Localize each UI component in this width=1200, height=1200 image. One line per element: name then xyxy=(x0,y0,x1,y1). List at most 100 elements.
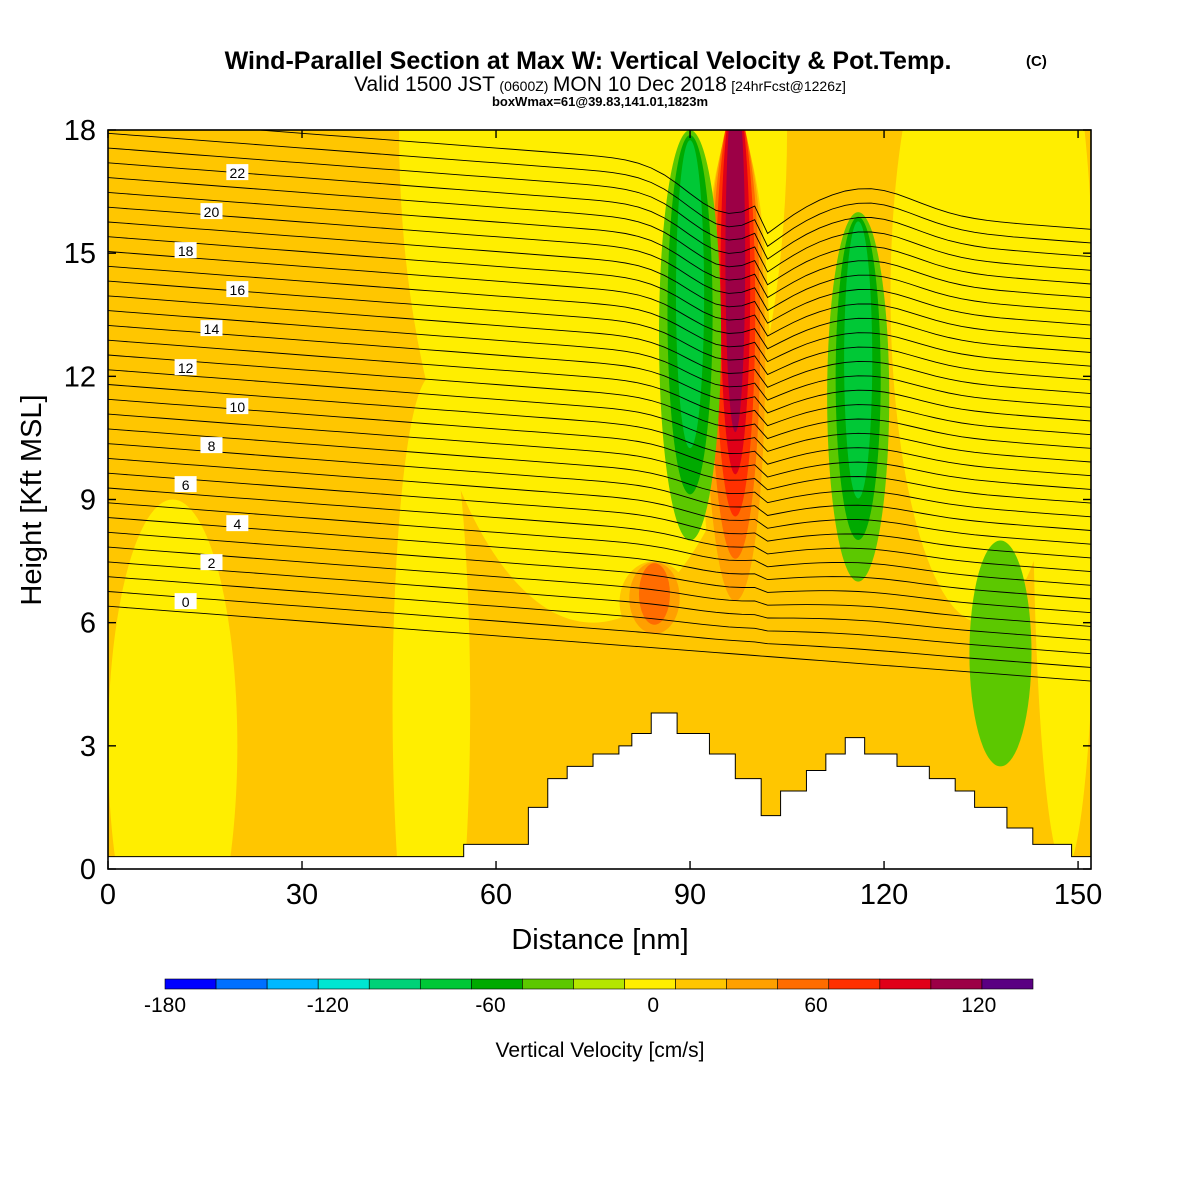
theta-contour xyxy=(108,413,1091,504)
x-tick-label: 30 xyxy=(286,879,318,911)
contour-label: 0 xyxy=(174,593,197,610)
y-tick-label: 3 xyxy=(80,731,96,763)
theta-contour xyxy=(108,191,1091,299)
colorbar-swatch xyxy=(828,978,881,990)
theta-contour xyxy=(108,265,1091,367)
y-tick-label: 9 xyxy=(80,485,96,517)
colorbar-tick-label: -60 xyxy=(475,994,505,1017)
contour-label: 18 xyxy=(174,242,197,259)
y-axis-label: Height [Kft MSL] xyxy=(16,394,48,605)
colorbar-swatch xyxy=(879,978,932,990)
colorbar-swatch xyxy=(522,978,574,990)
contour-label: 10 xyxy=(226,398,249,415)
y-tick-label: 12 xyxy=(64,361,96,393)
contour-label-text: 16 xyxy=(230,282,246,298)
colorbar-tick-label: -180 xyxy=(144,994,186,1017)
forecast-date: MON 10 Dec 2018 xyxy=(553,73,727,96)
contour-label-text: 6 xyxy=(182,477,190,493)
theta-contour xyxy=(108,428,1091,518)
colorbar-swatch xyxy=(573,978,625,990)
contour-label: 6 xyxy=(174,476,197,493)
theta-contour xyxy=(108,605,1091,682)
theta-contour xyxy=(108,310,1091,408)
contour-label: 4 xyxy=(226,515,249,532)
contour-label-text: 18 xyxy=(178,243,194,259)
colorbar-swatch xyxy=(726,978,779,990)
theta-contour xyxy=(108,280,1091,381)
colorbar-swatch xyxy=(419,978,472,990)
y-tick-label: 0 xyxy=(80,854,96,886)
x-axis: 0 30 60 90 120 150 xyxy=(100,130,1102,911)
colorbar-swatch xyxy=(675,978,727,990)
pot-temp-contours xyxy=(108,130,1091,682)
y-tick-label: 18 xyxy=(64,115,96,147)
theta-contour xyxy=(108,502,1091,586)
theta-contour xyxy=(108,398,1091,490)
updraft-band xyxy=(725,130,746,433)
contour-label-text: 14 xyxy=(204,321,220,337)
theta-contour xyxy=(108,384,1091,477)
info-line: boxWmax=61@39.83,141.01,1823m xyxy=(492,94,708,109)
x-tick-label: 150 xyxy=(1054,879,1102,911)
colorbar-swatch xyxy=(317,978,370,990)
valid-time: Valid 1500 JST xyxy=(354,73,495,96)
colorbar-swatch xyxy=(215,978,268,990)
theta-contour xyxy=(108,517,1091,600)
theta-contour xyxy=(108,206,1091,312)
updraft-band xyxy=(638,563,670,625)
copyright-mark: (C) xyxy=(1026,53,1047,70)
chart-subtitle: Valid 1500 JST (0600Z) MON 10 Dec 2018 [… xyxy=(354,73,846,96)
x-tick-label: 0 xyxy=(100,879,116,911)
colorbar-swatch xyxy=(164,978,217,990)
theta-contour xyxy=(108,487,1091,573)
contour-label: 2 xyxy=(200,554,223,571)
zulu-time: (0600Z) xyxy=(499,78,548,94)
colorbar-swatch xyxy=(981,978,1034,990)
theta-contour xyxy=(108,354,1091,449)
theta-contour xyxy=(108,576,1091,655)
contour-label: 14 xyxy=(200,320,223,337)
x-tick-label: 60 xyxy=(480,879,512,911)
theta-contour xyxy=(108,251,1091,353)
theta-contour xyxy=(108,339,1091,436)
colorbar-tick-label: 120 xyxy=(961,994,996,1017)
y-tick-label: 6 xyxy=(80,608,96,640)
theta-contour xyxy=(108,221,1091,326)
contour-label: 16 xyxy=(226,281,249,298)
theta-contour xyxy=(108,236,1091,340)
contour-label-text: 10 xyxy=(230,399,246,415)
theta-contour xyxy=(108,561,1091,641)
colorbar-label: Vertical Velocity [cm/s] xyxy=(496,1039,705,1062)
theta-contour xyxy=(108,457,1091,545)
contour-label-text: 2 xyxy=(208,555,216,571)
theta-contour xyxy=(108,132,1091,247)
field-weak-region xyxy=(1032,130,1091,869)
theta-contour xyxy=(108,147,1091,260)
colorbar-tick-label: 60 xyxy=(804,994,827,1017)
theta-contour xyxy=(108,295,1091,395)
contour-labels: 0 2 4 6 8 10 12 14 16 18 20 22 xyxy=(174,164,249,610)
contour-label: 22 xyxy=(226,164,249,181)
x-axis-label: Distance [nm] xyxy=(511,924,688,956)
theta-contour xyxy=(108,369,1091,463)
contour-label: 20 xyxy=(200,203,223,220)
colorbar-swatch xyxy=(624,978,676,990)
forecast-run: [24hrFcst@1226z] xyxy=(731,78,846,94)
theta-contour xyxy=(108,443,1091,531)
field-weak-region xyxy=(890,130,1072,623)
y-tick-label: 15 xyxy=(64,238,96,270)
colorbar-swatch xyxy=(368,978,421,990)
colorbar-swatch xyxy=(777,978,830,990)
downdraft-band xyxy=(675,140,705,449)
field-weak-region xyxy=(392,376,471,869)
y-axis: 0 3 6 9 12 15 18 xyxy=(64,115,1091,886)
colorbar-tick-label: -120 xyxy=(307,994,349,1017)
x-tick-label: 90 xyxy=(674,879,706,911)
theta-contour xyxy=(108,324,1091,422)
x-tick-label: 120 xyxy=(860,879,908,911)
plot-area: 0 2 4 6 8 10 12 14 16 18 20 22 xyxy=(108,130,1091,869)
theta-contour xyxy=(108,472,1091,559)
colorbar-swatch xyxy=(930,978,983,990)
colorbar-tick-label: 0 xyxy=(647,994,659,1017)
